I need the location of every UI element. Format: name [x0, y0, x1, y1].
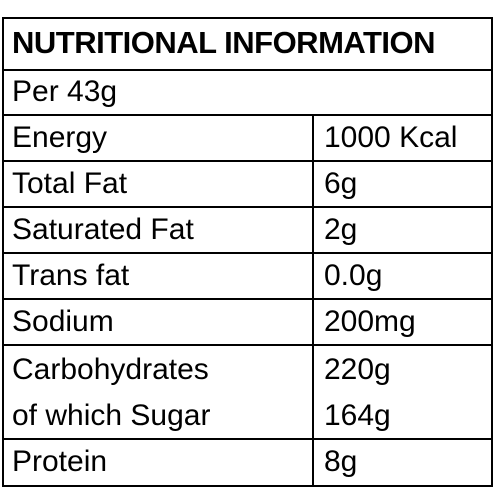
total-fat-value: 6g — [324, 167, 358, 200]
trans-fat-label: Trans fat — [12, 259, 130, 292]
row-label: Saturated Fat — [4, 208, 314, 252]
serving-row: Per 43g — [4, 71, 491, 116]
row-label: Carbohydrates of which Sugar — [4, 346, 314, 438]
table-row: Protein 8g — [4, 440, 491, 485]
serving-size: Per 43g — [12, 75, 118, 108]
trans-fat-value: 0.0g — [324, 259, 383, 292]
row-label: Sodium — [4, 300, 314, 344]
energy-label: Energy — [12, 121, 108, 154]
sodium-label: Sodium — [12, 305, 114, 338]
row-value: 0.0g — [314, 254, 491, 298]
row-label: Total Fat — [4, 162, 314, 206]
row-value: 220g 164g — [314, 346, 491, 438]
table-row: Total Fat 6g — [4, 162, 491, 208]
table-row: Energy 1000 Kcal — [4, 116, 491, 162]
nutrition-table: NUTRITIONAL INFORMATION Per 43g Energy 1… — [2, 17, 493, 487]
energy-value: 1000 Kcal — [324, 121, 458, 154]
table-title: NUTRITIONAL INFORMATION — [12, 25, 436, 60]
table-row: Carbohydrates of which Sugar 220g 164g — [4, 346, 491, 440]
sugar-label: of which Sugar — [12, 399, 211, 432]
table-row: Trans fat 0.0g — [4, 254, 491, 300]
row-label: Energy — [4, 116, 314, 160]
row-label: Protein — [4, 440, 314, 485]
title-row: NUTRITIONAL INFORMATION — [4, 19, 491, 71]
protein-label: Protein — [12, 445, 108, 478]
saturated-fat-value: 2g — [324, 213, 358, 246]
row-value: 200mg — [314, 300, 491, 344]
row-value: 6g — [314, 162, 491, 206]
carbohydrates-label: Carbohydrates — [12, 353, 209, 386]
carbohydrates-value: 220g — [324, 353, 391, 386]
sodium-value: 200mg — [324, 305, 416, 338]
row-value: 8g — [314, 440, 491, 485]
row-value: 2g — [314, 208, 491, 252]
saturated-fat-label: Saturated Fat — [12, 213, 194, 246]
total-fat-label: Total Fat — [12, 167, 128, 200]
row-value: 1000 Kcal — [314, 116, 491, 160]
table-row: Saturated Fat 2g — [4, 208, 491, 254]
sugar-value: 164g — [324, 399, 391, 432]
protein-value: 8g — [324, 445, 358, 478]
row-label: Trans fat — [4, 254, 314, 298]
table-row: Sodium 200mg — [4, 300, 491, 346]
